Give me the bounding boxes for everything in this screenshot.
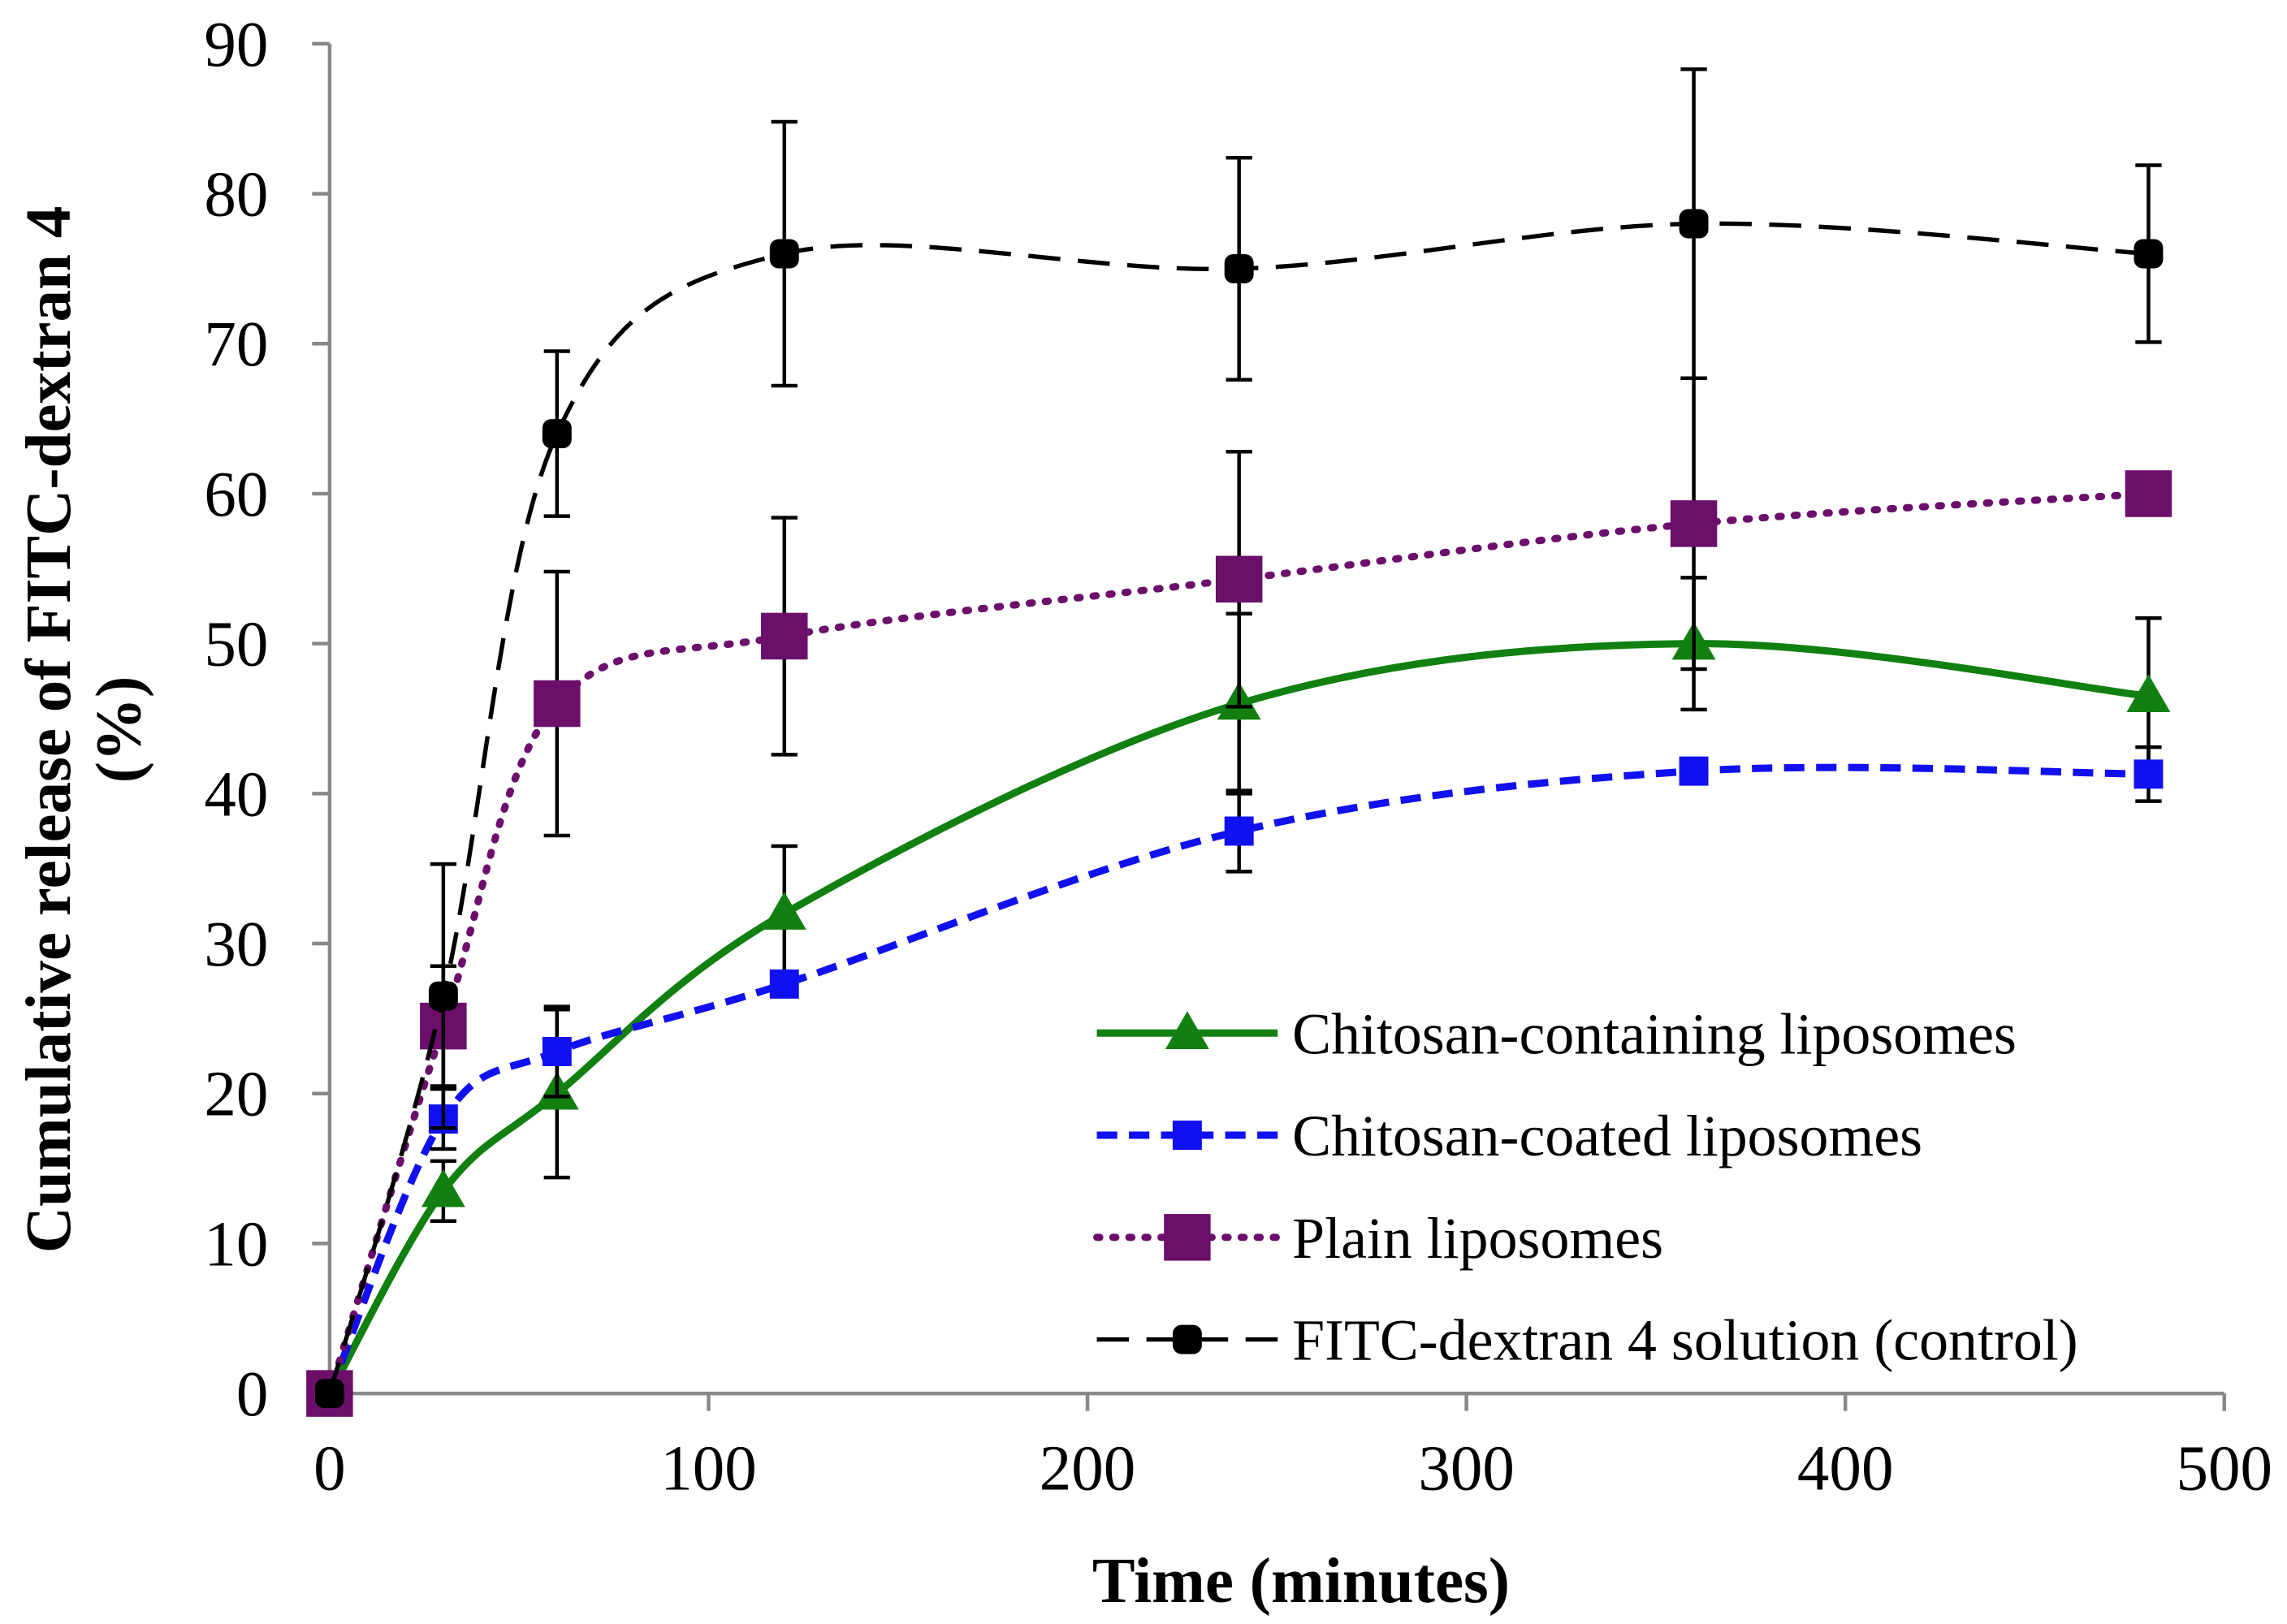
- x-tick-label: 300: [1418, 1434, 1515, 1505]
- y-tick-label: 90: [204, 10, 268, 80]
- legend: Chitosan-containing liposomes Chitosan-co…: [1093, 1001, 2078, 1373]
- data-point: [762, 892, 806, 930]
- data-point: [769, 969, 799, 999]
- data-point: [2134, 239, 2164, 269]
- data-point: [534, 680, 581, 728]
- y-tick-label: 50: [204, 610, 268, 680]
- x-tick-label: 500: [2177, 1434, 2273, 1505]
- data-point: [1679, 209, 1709, 239]
- data-point: [1679, 756, 1709, 786]
- legend-item-3: FITC-dextran 4 solution (control): [1096, 1308, 2078, 1373]
- x-tick-label: 0: [313, 1434, 346, 1505]
- series-layer: [306, 67, 2172, 1417]
- y-tick-label: 20: [204, 1060, 268, 1130]
- y-tick-label: 0: [236, 1359, 269, 1430]
- data-point: [769, 239, 799, 269]
- data-point: [542, 419, 572, 449]
- data-point: [421, 1168, 465, 1207]
- legend-marker: [1164, 1214, 1211, 1261]
- data-point: [1224, 816, 1254, 846]
- legend-marker: [1172, 1121, 1202, 1150]
- series-line: [326, 640, 2149, 1396]
- data-point: [428, 981, 458, 1011]
- legend-marker: [1172, 1324, 1202, 1354]
- legend-item-1: Chitosan-coated liposomes: [1096, 1104, 1922, 1168]
- x-axis-label: Time (minutes): [1092, 1546, 1510, 1617]
- axes: 0 100 200 300 400 500 0 10 20 30 40 50 60 70 80 90: [204, 10, 2272, 1505]
- legend-label: Chitosan-containing liposomes: [1292, 1001, 2017, 1066]
- x-tick-label: 100: [660, 1434, 757, 1505]
- x-tick-label: 200: [1040, 1434, 1136, 1505]
- y-tick-label: 70: [204, 309, 268, 380]
- data-point: [2126, 674, 2171, 713]
- legend-marker: [1165, 1011, 1209, 1050]
- y-tick-label: 40: [204, 759, 268, 830]
- y-axis-label-unit: (%): [84, 676, 154, 784]
- y-tick-label: 30: [204, 909, 268, 980]
- legend-label: FITC-dextran 4 solution (control): [1292, 1308, 2077, 1373]
- series-3: [314, 67, 2164, 1409]
- series-2: [306, 376, 2172, 1417]
- y-tick-label: 80: [204, 160, 268, 231]
- data-point: [314, 1379, 344, 1409]
- data-point: [2134, 759, 2164, 789]
- x-tick-label: 400: [1797, 1434, 1894, 1505]
- data-point: [1224, 253, 1254, 283]
- y-tick-label: 60: [204, 460, 268, 530]
- legend-label: Chitosan-coated liposomes: [1292, 1104, 1922, 1168]
- data-point: [1670, 500, 1718, 547]
- data-point: [2125, 470, 2172, 517]
- y-tick-label: 10: [204, 1209, 268, 1280]
- legend-label: Plain liposomes: [1292, 1206, 1663, 1271]
- data-point: [1215, 555, 1263, 603]
- legend-item-2: Plain liposomes: [1093, 1206, 1663, 1271]
- legend-item-0: Chitosan-containing liposomes: [1096, 1001, 2017, 1066]
- data-point: [761, 612, 808, 660]
- y-axis-label: Cumulative release of FITC-dextran 4: [14, 206, 84, 1254]
- data-point: [542, 1037, 572, 1066]
